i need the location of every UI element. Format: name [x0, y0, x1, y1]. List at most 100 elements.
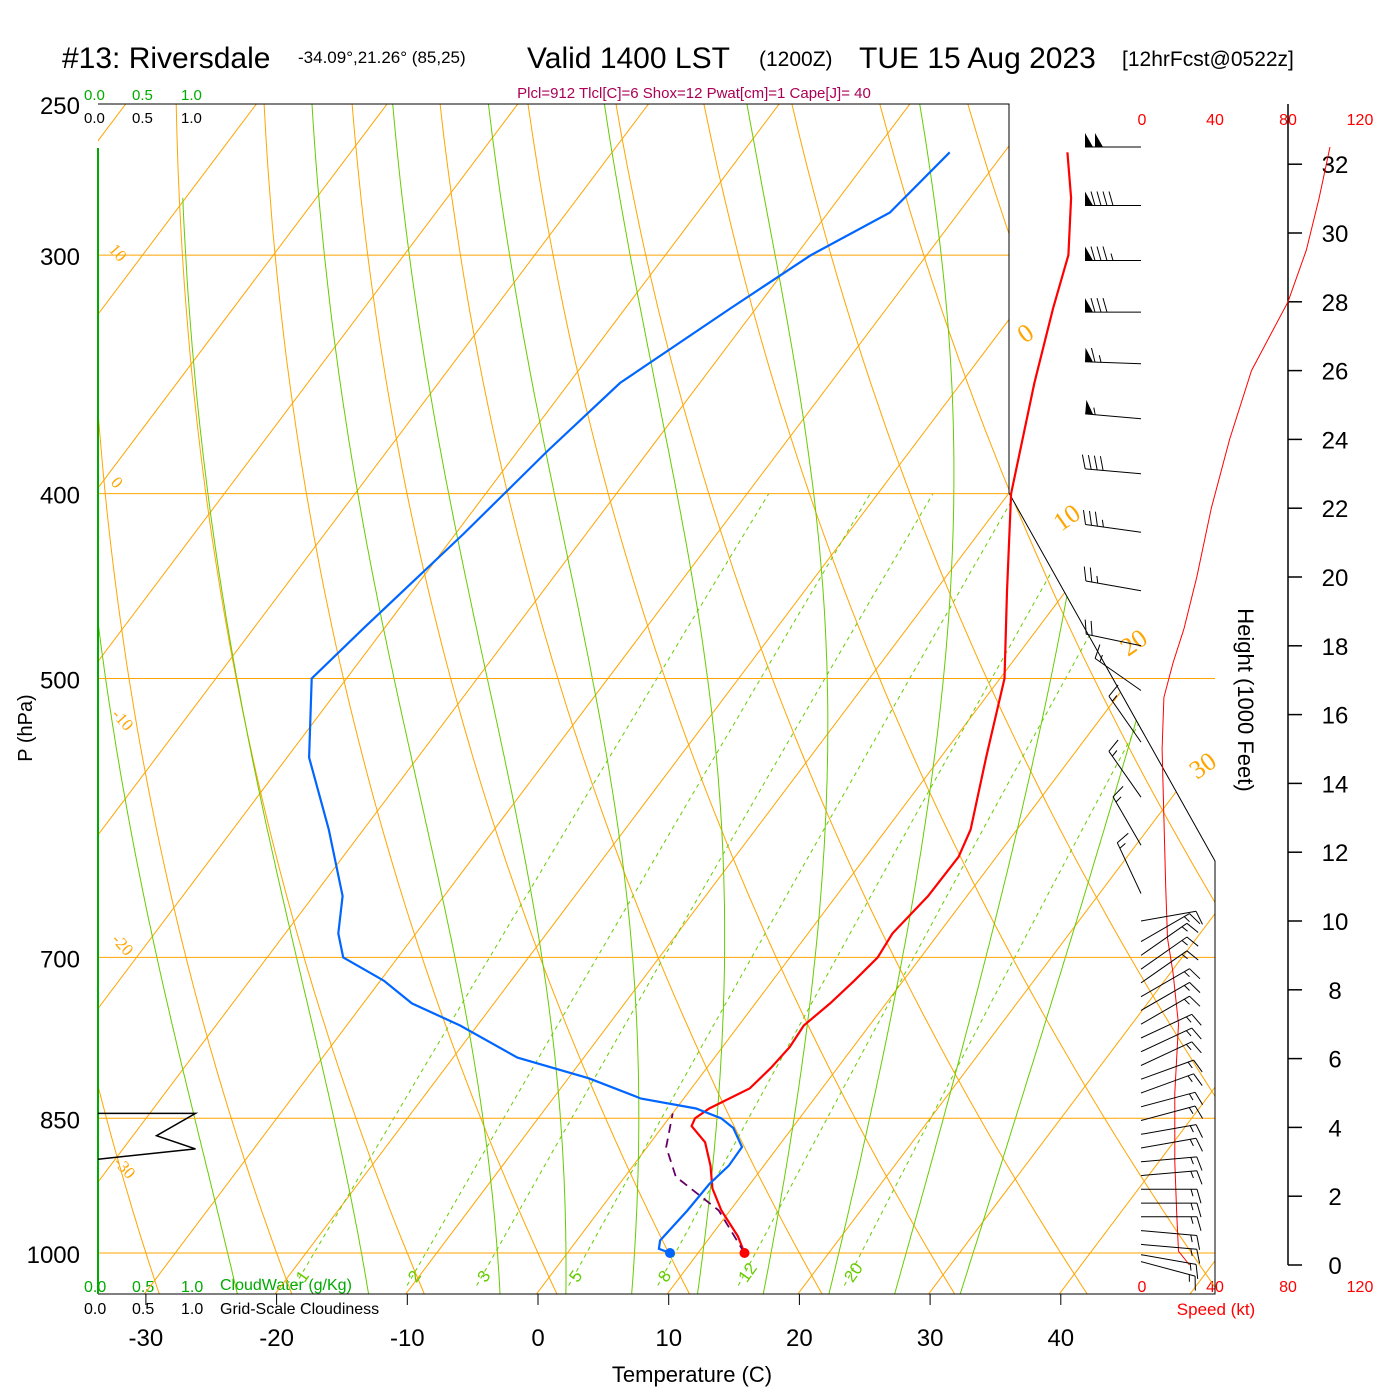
height-tick-label: 6 [1328, 1047, 1341, 1074]
height-tick-label: 28 [1322, 290, 1349, 317]
wind-barb-feather [1096, 297, 1102, 313]
wind-barb [1083, 566, 1142, 592]
wind-barb-feather [1189, 982, 1201, 993]
cloudwater-label: CloudWater (g/Kg) [220, 1277, 352, 1294]
height-tick-label: 24 [1322, 427, 1349, 454]
wind-barb [1140, 1124, 1203, 1138]
mixing-ratio-line [657, 493, 1097, 1286]
mixing-ratio-label: 12 [735, 1259, 761, 1285]
wind-barb [1084, 347, 1142, 365]
dry-adiabat [432, 104, 827, 1294]
wind-barb-staff [1140, 1137, 1197, 1149]
wind-barb-feather [1193, 1073, 1203, 1086]
wind-barb-feather [1194, 1105, 1204, 1119]
wind-barb-feather [1090, 620, 1093, 636]
isotherm-line [98, 104, 680, 1294]
wind-barb [1081, 454, 1142, 475]
speed-tick-top-1: 40 [1206, 112, 1224, 129]
wind-barb-feather [1102, 191, 1108, 206]
wind-barb-half-feather [1183, 998, 1190, 1005]
temperature-tick-label: 10 [655, 1325, 682, 1352]
wind-barb [1141, 1188, 1202, 1204]
dry-adiabat [776, 104, 1215, 1294]
x-axis-title: Temperature (C) [612, 1362, 772, 1387]
wind-barb [1141, 1216, 1202, 1231]
wind-barb-half-feather [1111, 750, 1118, 757]
wind-barb-staff [1085, 468, 1142, 475]
wind-barb-feather [1189, 913, 1201, 925]
wind-barb [1140, 981, 1201, 1011]
wind-barb [1085, 399, 1142, 420]
wind-barb [1140, 1156, 1203, 1171]
dry-adiabat [98, 104, 296, 1294]
wind-barb-staff [1085, 580, 1142, 592]
mixing-ratio-label: 3 [474, 1267, 495, 1286]
wind-barb-feather [1099, 456, 1104, 471]
wind-barb-half-feather [1110, 253, 1114, 261]
wind-barb-half-feather [1185, 1043, 1192, 1051]
mixing-ratio-line [737, 493, 1169, 1286]
mixing-ratio-line [406, 493, 871, 1286]
wind-barb-feather [1196, 1170, 1203, 1185]
wind-barb-feather [1191, 1041, 1202, 1054]
isotherm-line [98, 104, 941, 1294]
wind-barb [1140, 1013, 1202, 1039]
temperature-tick-label: 30 [917, 1325, 944, 1352]
cloudiness-tick-bottom-2: 1.0 [181, 1301, 203, 1318]
wind-barb-staff [1085, 413, 1142, 420]
isotherm-line [621, 104, 1215, 1294]
height-tick-label: 20 [1322, 565, 1349, 592]
moist-adiabat [389, 104, 567, 1294]
wind-barb [1140, 922, 1199, 956]
wind-barb-half-feather [1098, 355, 1102, 363]
wind-barb-feather [1196, 1216, 1202, 1231]
wind-barb-feather [1096, 246, 1102, 261]
isotherm-label: 0 [1012, 318, 1039, 349]
isotherm-label: -20 [108, 930, 137, 960]
station-coords: -34.09°,21.26° (85,25) [298, 48, 466, 67]
wind-barb [1140, 1041, 1202, 1066]
isotherm-line [752, 104, 1215, 1294]
cloudiness-profile [97, 1112, 199, 1160]
cloudwater-tick-top-1: 0.5 [132, 87, 153, 104]
wind-barb-half-feather [1111, 695, 1118, 702]
wind-barb-staff [1140, 1027, 1193, 1053]
wind-barb-staff [1140, 1170, 1197, 1177]
wind-barb [1140, 936, 1199, 970]
wind-barb-staff [1140, 1230, 1197, 1236]
wind-barb-staff [1140, 1124, 1197, 1135]
wind-barb-feather [1193, 1059, 1203, 1073]
cloudwater-tick-bottom-1: 0.5 [132, 1279, 154, 1296]
wind-barb-feather [1090, 191, 1096, 206]
wind-barb [1140, 950, 1199, 984]
wind-barb [1083, 510, 1142, 533]
wind-barb [1141, 1202, 1202, 1218]
dry-adiabat [175, 104, 428, 1294]
wind-barb-feather [1194, 1092, 1204, 1106]
wind-barb [1140, 1105, 1204, 1121]
wind-barb-staff [1140, 1254, 1197, 1265]
wind-barb-staff [1140, 1243, 1197, 1250]
isotherm-label: 10 [105, 240, 130, 265]
wind-barb [1140, 968, 1201, 998]
wind-barb-staff [1140, 968, 1190, 998]
temperature-tick-label: 0 [531, 1325, 544, 1352]
height-tick-label: 4 [1328, 1115, 1341, 1142]
cloudiness-tick-top-2: 1.0 [181, 110, 202, 127]
pressure-tick-label: 400 [40, 483, 80, 510]
wind-barb-half-feather [1188, 1093, 1194, 1101]
wind-barb-feather [1186, 936, 1199, 947]
wind-barb-staff [1140, 995, 1190, 1025]
isotherm-line [98, 104, 418, 1294]
wind-barb-half-feather [1181, 926, 1188, 932]
moist-adiabat [598, 104, 726, 1294]
wind-barb-feather [1195, 1138, 1203, 1152]
wind-barb-pennant [1085, 191, 1093, 206]
wind-barb-staff [1108, 695, 1142, 743]
wind-barb-feather [1196, 1249, 1201, 1264]
cloud-scale-top: 0.0 0.5 1.0 0.0 0.5 1.0 [84, 87, 202, 127]
wind-barb-feather [1195, 911, 1203, 925]
wind-barb [1140, 1059, 1203, 1080]
dry-adiabat [98, 104, 163, 1294]
pressure-tick-label: 1000 [27, 1242, 80, 1269]
